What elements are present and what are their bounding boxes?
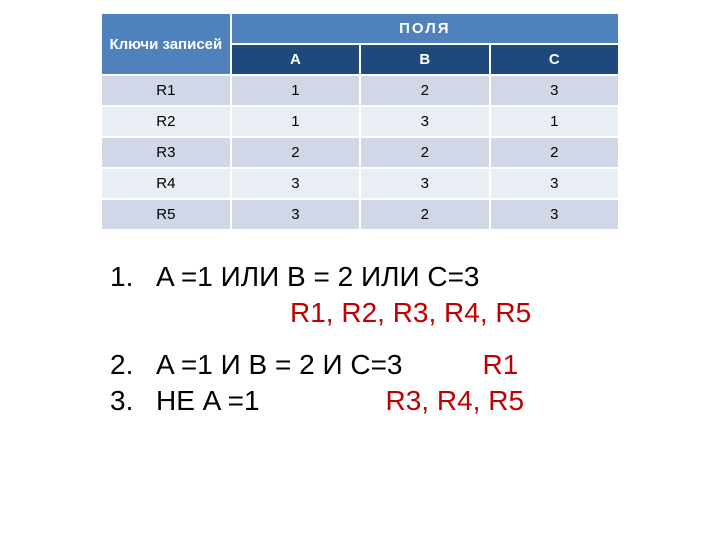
cell: 3 [231,199,360,230]
row-key: R4 [101,168,231,199]
query-1-num: 1. [110,261,156,293]
table-row: R2 1 3 1 [101,106,619,137]
query-2-answer: R1 [483,349,519,381]
cell: 2 [360,199,489,230]
table-row: R3 2 2 2 [101,137,619,168]
header-fields: ПОЛЯ [231,13,619,44]
queries-block: 1. A =1 ИЛИ B = 2 ИЛИ C=3 R1, R2, R3, R4… [0,261,720,417]
query-3-answer: R3, R4, R5 [386,385,525,417]
slide: Ключи записей ПОЛЯ A B C R1 1 2 3 R2 1 3… [0,0,720,540]
table-row: R1 1 2 3 [101,75,619,106]
cell: 1 [490,106,619,137]
query-1: 1. A =1 ИЛИ B = 2 ИЛИ C=3 [110,261,680,293]
query-2-text: A =1 И B = 2 И C=3 [156,349,403,381]
col-c: C [490,44,619,75]
cell: 3 [360,106,489,137]
row-key: R1 [101,75,231,106]
col-a: A [231,44,360,75]
cell: 3 [360,168,489,199]
query-3-num: 3. [110,385,156,417]
cell: 3 [490,168,619,199]
cell: 2 [231,137,360,168]
row-key: R5 [101,199,231,230]
query-2-num: 2. [110,349,156,381]
table-row: R4 3 3 3 [101,168,619,199]
cell: 2 [360,75,489,106]
query-2: 2. A =1 И B = 2 И C=3 R1 [110,349,680,381]
cell: 2 [490,137,619,168]
query-3: 3. НЕ A =1 R3, R4, R5 [110,385,680,417]
query-1-text: A =1 ИЛИ B = 2 ИЛИ C=3 [156,261,480,293]
cell: 2 [360,137,489,168]
query-3-text: НЕ A =1 [156,385,260,417]
col-b: B [360,44,489,75]
row-key: R2 [101,106,231,137]
row-key: R3 [101,137,231,168]
cell: 3 [231,168,360,199]
table-row: R5 3 2 3 [101,199,619,230]
cell: 1 [231,75,360,106]
header-keys: Ключи записей [101,13,231,75]
cell: 3 [490,199,619,230]
data-table: Ключи записей ПОЛЯ A B C R1 1 2 3 R2 1 3… [100,12,620,231]
query-1-answer: R1, R2, R3, R4, R5 [290,297,531,328]
cell: 3 [490,75,619,106]
cell: 1 [231,106,360,137]
